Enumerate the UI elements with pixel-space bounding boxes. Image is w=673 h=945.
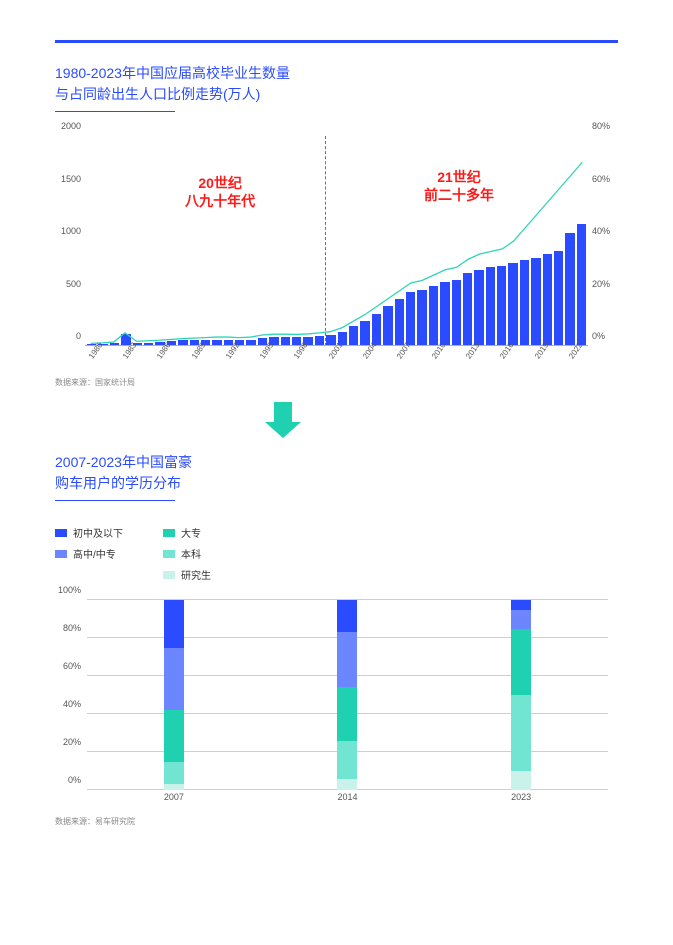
y-left-tick: 0 xyxy=(55,331,85,341)
chart1-y-axis-left: 0500100015002000 xyxy=(55,136,85,346)
stack-segment xyxy=(337,779,357,790)
stack-segment xyxy=(164,762,184,785)
chart2: 0%20%40%60%80%100% 200720142023 xyxy=(55,600,618,810)
stack-segment xyxy=(164,648,184,711)
chart1-title: 1980-2023年中国应届高校毕业生数量 与占同龄出生人口比例走势(万人) xyxy=(55,63,618,105)
stack-bar xyxy=(511,600,531,790)
legend-label: 高中/中专 xyxy=(73,546,116,561)
chart1-plot-area: 20世纪 八九十年代 21世纪 前二十多年 xyxy=(85,136,588,346)
legend-item: 本科 xyxy=(163,546,211,561)
top-rule xyxy=(55,40,618,43)
y2-tick: 40% xyxy=(55,699,85,709)
legend-label: 本科 xyxy=(181,546,201,561)
y2-tick: 60% xyxy=(55,661,85,671)
stack-segment xyxy=(337,600,357,632)
era-label-20th: 20世纪 八九十年代 xyxy=(125,174,315,210)
legend-item: 研究生 xyxy=(163,567,211,582)
y2-tick: 80% xyxy=(55,623,85,633)
stack-segment xyxy=(164,784,184,790)
chart1-title-line1: 1980-2023年中国应届高校毕业生数量 xyxy=(55,63,618,84)
stack-segment xyxy=(511,629,531,696)
stack-bar xyxy=(164,600,184,790)
y2-tick: 100% xyxy=(55,585,85,595)
stack-segment xyxy=(337,687,357,740)
chart2-title: 2007-2023年中国富豪 购车用户的学历分布 xyxy=(55,452,618,494)
down-arrow-icon xyxy=(265,402,301,438)
y-right-tick: 80% xyxy=(588,121,618,131)
y-right-tick: 60% xyxy=(588,174,618,184)
chart1-source: 数据来源：国家统计局 xyxy=(55,377,618,388)
stack-segment xyxy=(511,695,531,771)
chart1-title-underline xyxy=(55,111,175,112)
x2-label: 2007 xyxy=(164,792,184,810)
y-left-tick: 1000 xyxy=(55,226,85,236)
stack-bar xyxy=(337,600,357,790)
chart2-title-line1: 2007-2023年中国富豪 xyxy=(55,452,618,473)
stack-segment xyxy=(511,771,531,790)
y2-tick: 20% xyxy=(55,737,85,747)
chart2-legend: 初中及以下高中/中专 大专本科研究生 xyxy=(55,525,618,582)
chart2-source: 数据来源：易车研究院 xyxy=(55,816,618,827)
y-left-tick: 500 xyxy=(55,279,85,289)
y-left-tick: 1500 xyxy=(55,174,85,184)
y-right-tick: 0% xyxy=(588,331,618,341)
stack-segment xyxy=(164,600,184,648)
era-label-21st: 21世纪 前二十多年 xyxy=(355,168,563,204)
page: 1980-2023年中国应届高校毕业生数量 与占同龄出生人口比例走势(万人) 0… xyxy=(0,0,673,945)
chart1: 0500100015002000 0%20%40%60%80% 20世纪 八九十… xyxy=(55,136,618,371)
stack-segment xyxy=(164,710,184,761)
legend-label: 研究生 xyxy=(181,567,211,582)
y-left-tick: 2000 xyxy=(55,121,85,131)
stack-segment xyxy=(337,632,357,687)
chart2-title-underline xyxy=(55,500,175,501)
y2-tick: 0% xyxy=(55,775,85,785)
chart1-x-labels: 1980198319861989199219951998200120042007… xyxy=(85,346,588,371)
chart1-y-axis-right: 0%20%40%60%80% xyxy=(588,136,618,346)
legend-label: 初中及以下 xyxy=(73,525,123,540)
legend-swatch xyxy=(163,529,175,537)
chart2-stacks xyxy=(87,600,608,790)
x2-label: 2023 xyxy=(511,792,531,810)
stack-segment xyxy=(511,600,531,610)
chart2-title-line2: 购车用户的学历分布 xyxy=(55,473,618,494)
x2-label: 2014 xyxy=(337,792,357,810)
legend-item: 大专 xyxy=(163,525,211,540)
stack-segment xyxy=(511,610,531,629)
legend-swatch xyxy=(163,571,175,579)
legend-swatch xyxy=(163,550,175,558)
legend-item: 高中/中专 xyxy=(55,546,123,561)
legend-swatch xyxy=(55,550,67,558)
era-divider xyxy=(325,136,326,346)
y-right-tick: 40% xyxy=(588,226,618,236)
legend-item: 初中及以下 xyxy=(55,525,123,540)
stack-segment xyxy=(337,741,357,779)
y-right-tick: 20% xyxy=(588,279,618,289)
legend-swatch xyxy=(55,529,67,537)
chart2-plot-area xyxy=(87,600,608,790)
chart2-x-labels: 2007 2014 2023 xyxy=(87,792,608,810)
chart1-title-line2: 与占同龄出生人口比例走势(万人) xyxy=(55,84,618,105)
legend-label: 大专 xyxy=(181,525,201,540)
